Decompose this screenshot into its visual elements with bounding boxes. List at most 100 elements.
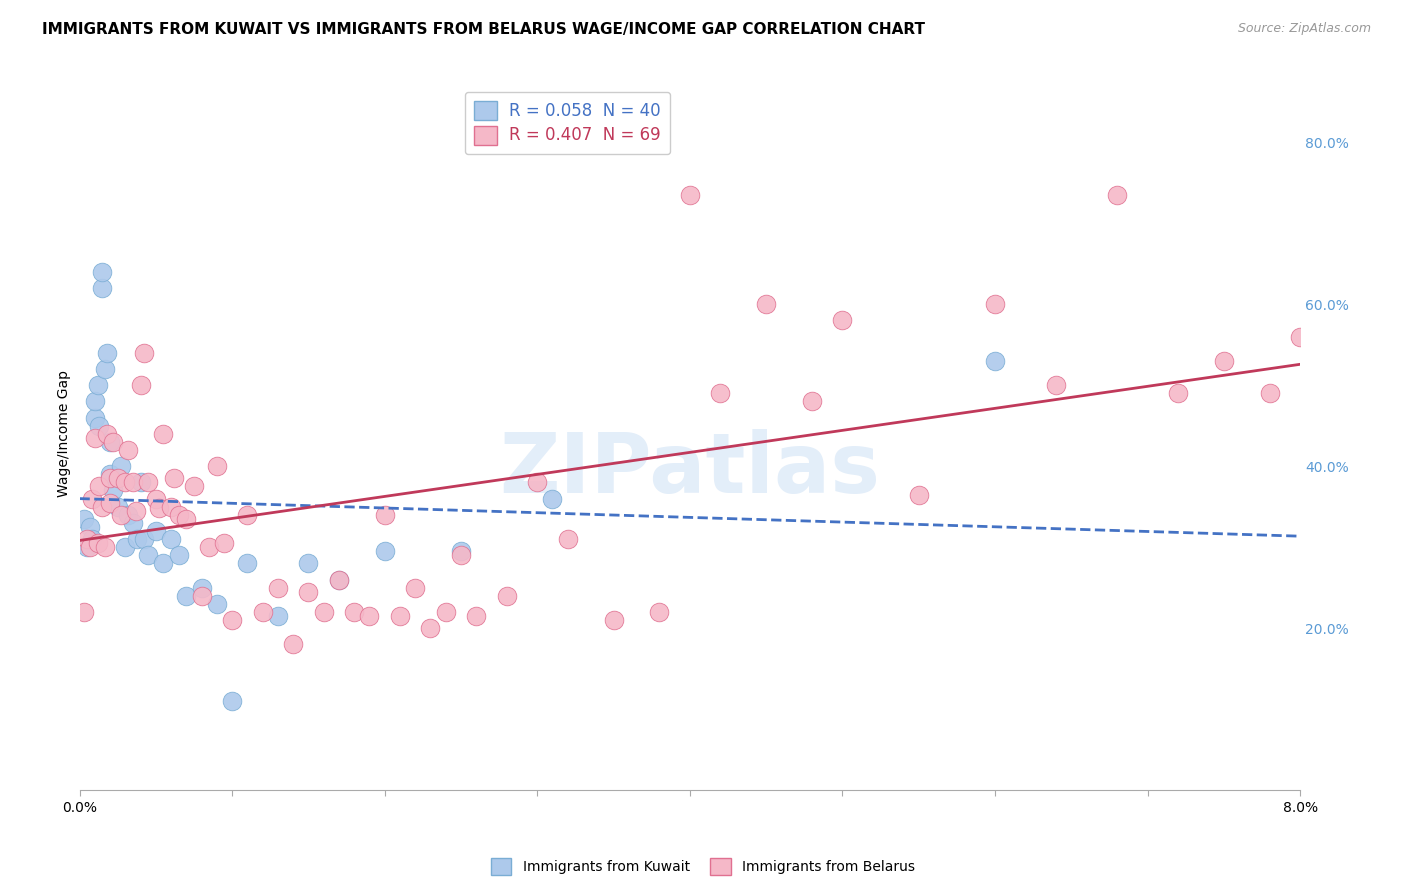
Point [98,467,121,482]
Point [76,540,98,554]
Point [87,378,110,392]
Point [465,609,488,624]
Point [374,544,396,558]
Point [87,536,110,550]
Point [91,265,114,279]
Point [89,418,111,433]
Point [145,524,167,538]
Point [101,434,124,449]
Point [132,346,155,360]
Point [214,536,236,550]
Text: IMMIGRANTS FROM KUWAIT VS IMMIGRANTS FROM BELARUS WAGE/INCOME GAP CORRELATION CH: IMMIGRANTS FROM KUWAIT VS IMMIGRANTS FRO… [42,22,925,37]
Point [114,475,136,490]
Point [80,532,103,546]
Point [297,584,319,599]
Point [98,471,121,485]
Point [73,512,96,526]
Point [450,544,472,558]
Point [163,471,186,485]
Point [91,500,114,514]
Point [984,297,1007,311]
Point [359,609,381,624]
Point [984,354,1007,368]
Point [541,491,564,506]
Point [110,459,132,474]
Point [205,459,228,474]
Point [450,549,472,563]
Point [107,500,129,514]
Point [221,694,243,708]
Text: Source: ZipAtlas.com: Source: ZipAtlas.com [1237,22,1371,36]
Point [1258,386,1281,401]
Point [297,557,319,571]
Point [679,187,702,202]
Point [76,532,98,546]
Point [83,394,105,409]
Text: ZIPatlas: ZIPatlas [499,429,880,510]
Point [117,442,139,457]
Point [495,589,517,603]
Point [167,508,190,522]
Point [1045,378,1067,392]
Point [125,504,148,518]
Point [557,532,579,546]
Point [73,605,96,619]
Point [114,540,136,554]
Point [267,581,290,595]
Legend: Immigrants from Kuwait, Immigrants from Belarus: Immigrants from Kuwait, Immigrants from … [485,853,921,880]
Point [176,512,198,526]
Point [1212,354,1234,368]
Point [267,609,290,624]
Point [1167,386,1189,401]
Point [148,501,170,516]
Point [312,605,335,619]
Point [83,431,105,445]
Point [434,605,457,619]
Point [1289,329,1312,343]
Point [907,487,929,501]
Point [328,573,350,587]
Point [152,557,174,571]
Point [152,426,174,441]
Point [122,475,145,490]
Point [236,508,259,522]
Point [101,483,124,498]
Y-axis label: Wage/Income Gap: Wage/Income Gap [58,370,72,498]
Point [648,605,671,619]
Point [117,508,139,522]
Point [127,532,149,546]
Point [91,281,114,295]
Point [79,540,101,554]
Point [94,362,117,376]
Point [107,471,129,485]
Point [221,613,243,627]
Point [89,479,111,493]
Point [145,491,167,506]
Point [183,479,205,493]
Point [160,500,183,514]
Point [80,491,103,506]
Point [252,605,274,619]
Point [1105,187,1128,202]
Point [281,637,304,651]
Legend: R = 0.058  N = 40, R = 0.407  N = 69: R = 0.058 N = 40, R = 0.407 N = 69 [465,92,671,154]
Point [800,394,823,409]
Point [190,589,212,603]
Point [419,621,441,635]
Point [136,475,159,490]
Point [205,597,228,611]
Point [98,434,121,449]
Point [96,426,118,441]
Point [94,540,117,554]
Point [755,297,778,311]
Point [83,410,105,425]
Point [388,609,411,624]
Point [129,378,152,392]
Point [343,605,366,619]
Point [176,589,198,603]
Point [709,386,731,401]
Point [831,313,853,327]
Point [160,532,183,546]
Point [129,475,152,490]
Point [132,532,155,546]
